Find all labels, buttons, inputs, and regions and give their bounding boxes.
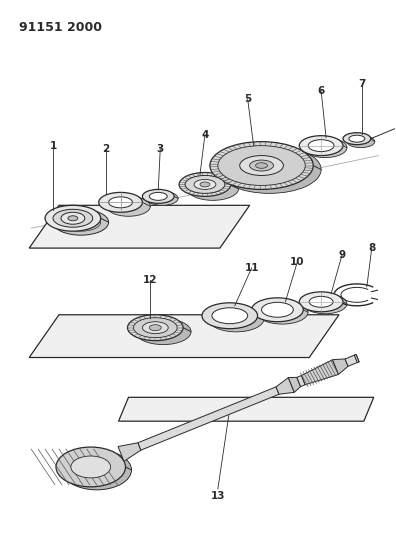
Ellipse shape (107, 196, 150, 216)
Text: 91151 2000: 91151 2000 (19, 21, 102, 34)
Ellipse shape (210, 142, 313, 189)
Ellipse shape (109, 197, 133, 208)
Text: 10: 10 (290, 257, 305, 267)
Text: 9: 9 (339, 250, 346, 260)
Polygon shape (297, 376, 305, 386)
Ellipse shape (71, 456, 110, 478)
Ellipse shape (179, 173, 231, 196)
Ellipse shape (261, 302, 293, 317)
Ellipse shape (53, 209, 93, 227)
Ellipse shape (299, 136, 343, 156)
Ellipse shape (45, 205, 101, 231)
Ellipse shape (69, 216, 93, 228)
Ellipse shape (308, 140, 334, 151)
Ellipse shape (202, 303, 257, 329)
Polygon shape (301, 360, 339, 385)
Ellipse shape (53, 209, 109, 235)
Ellipse shape (147, 191, 178, 205)
Text: 6: 6 (318, 86, 325, 96)
Ellipse shape (135, 319, 191, 345)
Polygon shape (118, 443, 141, 461)
Polygon shape (354, 354, 359, 362)
Ellipse shape (143, 189, 174, 203)
Ellipse shape (256, 300, 308, 324)
Ellipse shape (200, 182, 210, 187)
Ellipse shape (240, 156, 284, 175)
Ellipse shape (218, 146, 321, 193)
Polygon shape (118, 397, 374, 421)
Ellipse shape (185, 175, 225, 193)
Text: 11: 11 (244, 263, 259, 273)
Ellipse shape (61, 212, 85, 224)
Text: 5: 5 (244, 94, 251, 104)
Ellipse shape (299, 292, 343, 312)
Text: 7: 7 (358, 79, 366, 89)
Ellipse shape (249, 160, 274, 171)
Ellipse shape (251, 298, 303, 322)
Ellipse shape (187, 176, 239, 200)
Text: 12: 12 (143, 275, 158, 285)
Ellipse shape (128, 315, 183, 341)
Text: 13: 13 (211, 491, 225, 501)
Polygon shape (333, 359, 348, 375)
Text: 3: 3 (157, 143, 164, 154)
Ellipse shape (309, 296, 333, 308)
Polygon shape (276, 377, 294, 394)
Polygon shape (288, 377, 301, 392)
Ellipse shape (208, 306, 264, 332)
Ellipse shape (149, 325, 161, 330)
Ellipse shape (68, 216, 78, 221)
Ellipse shape (99, 192, 143, 212)
Ellipse shape (143, 322, 168, 334)
Polygon shape (29, 315, 339, 358)
Ellipse shape (347, 136, 375, 148)
Ellipse shape (56, 447, 126, 487)
Polygon shape (345, 354, 359, 366)
Text: 2: 2 (102, 143, 109, 154)
Text: 1: 1 (50, 141, 57, 151)
Ellipse shape (62, 450, 131, 490)
Ellipse shape (303, 138, 347, 158)
Polygon shape (29, 205, 249, 248)
Text: 4: 4 (201, 130, 209, 140)
Ellipse shape (133, 318, 177, 337)
Polygon shape (138, 387, 279, 450)
Ellipse shape (212, 308, 248, 324)
Ellipse shape (218, 146, 305, 185)
Ellipse shape (349, 135, 365, 142)
Ellipse shape (61, 213, 101, 231)
Ellipse shape (149, 192, 167, 200)
Ellipse shape (303, 294, 347, 314)
Ellipse shape (194, 180, 216, 189)
Ellipse shape (255, 163, 268, 168)
Ellipse shape (343, 133, 371, 144)
Text: 8: 8 (368, 243, 375, 253)
